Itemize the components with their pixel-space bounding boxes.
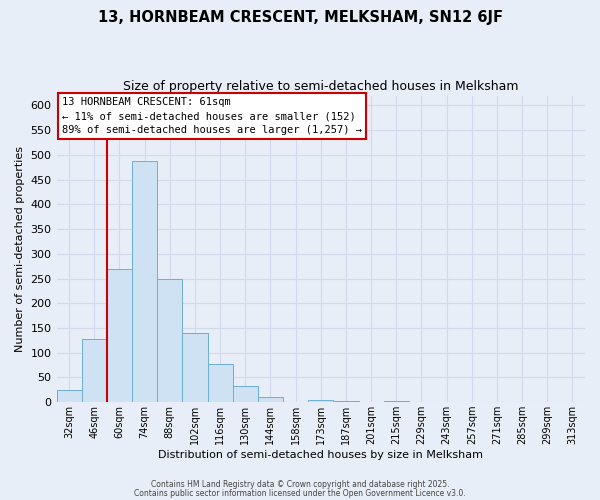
Bar [82, 339, 107, 402]
Bar [56, 390, 82, 402]
Title: Size of property relative to semi-detached houses in Melksham: Size of property relative to semi-detach… [123, 80, 518, 93]
Bar [308, 400, 334, 402]
Text: Contains HM Land Registry data © Crown copyright and database right 2025.: Contains HM Land Registry data © Crown c… [151, 480, 449, 489]
Bar [132, 162, 157, 402]
Bar [258, 397, 283, 402]
X-axis label: Distribution of semi-detached houses by size in Melksham: Distribution of semi-detached houses by … [158, 450, 483, 460]
Bar [157, 278, 182, 402]
Bar [383, 401, 409, 402]
Bar [208, 364, 233, 402]
Y-axis label: Number of semi-detached properties: Number of semi-detached properties [15, 146, 25, 352]
Bar [233, 386, 258, 402]
Text: 13, HORNBEAM CRESCENT, MELKSHAM, SN12 6JF: 13, HORNBEAM CRESCENT, MELKSHAM, SN12 6J… [97, 10, 503, 25]
Bar [334, 400, 359, 402]
Bar [107, 268, 132, 402]
Text: 13 HORNBEAM CRESCENT: 61sqm
← 11% of semi-detached houses are smaller (152)
89% : 13 HORNBEAM CRESCENT: 61sqm ← 11% of sem… [62, 97, 362, 135]
Bar [182, 333, 208, 402]
Text: Contains public sector information licensed under the Open Government Licence v3: Contains public sector information licen… [134, 488, 466, 498]
